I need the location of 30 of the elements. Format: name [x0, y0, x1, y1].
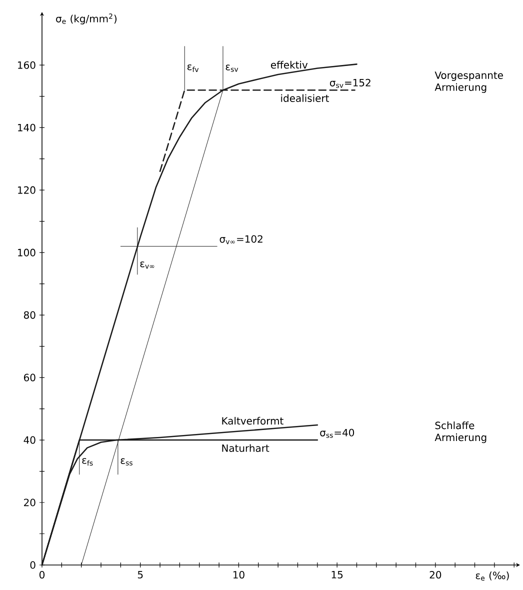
y-tick-label: 140 [18, 124, 36, 132]
annotation: ε$_{fv}$ [187, 64, 199, 72]
series-label: effektiv [270, 60, 308, 69]
y-tick-label: 20 [24, 498, 36, 506]
annotation: ε$_{sv}$ [226, 64, 238, 72]
y-tick-label: 160 [18, 61, 36, 69]
annotation: σ$_{v∞}$=102 [220, 235, 262, 244]
annotation: ε$_{v∞}$ [140, 262, 154, 269]
y-tick-label: 60 [24, 374, 36, 382]
x-tick-label: 10 [233, 571, 244, 579]
annotation: σ$_{ss}$=40 [320, 428, 354, 438]
annotation: Schlaffe Armierung [434, 421, 486, 444]
x-tick-label: 15 [332, 571, 343, 578]
x-tick-label: 0 [39, 571, 45, 579]
annotation: ε$_{fs}$ [82, 458, 93, 466]
y-tick-label: 120 [18, 186, 36, 194]
y-tick-label: 40 [24, 436, 36, 444]
series-label: idealisiert [281, 94, 329, 102]
x-axis-title: ε$_{e}$ (‰) [476, 572, 509, 581]
annotation: ε$_{ss}$ [120, 458, 132, 466]
y-tick-label: 0 [30, 561, 36, 569]
series-label: Kaltverformt [222, 416, 284, 425]
series-label: Naturhart [222, 444, 270, 452]
annotation: σ$_{sv}$=152 [330, 78, 370, 88]
x-tick-label: 20 [430, 571, 442, 579]
annotation: Vorgespannte Armierung [434, 72, 503, 93]
y-tick-label: 100 [18, 248, 36, 256]
y-tick-label: 80 [24, 311, 36, 319]
x-tick-label: 5 [138, 571, 143, 578]
y-axis-title: σ$_{e}$ (kg/mm$^{2}$) [56, 14, 116, 24]
